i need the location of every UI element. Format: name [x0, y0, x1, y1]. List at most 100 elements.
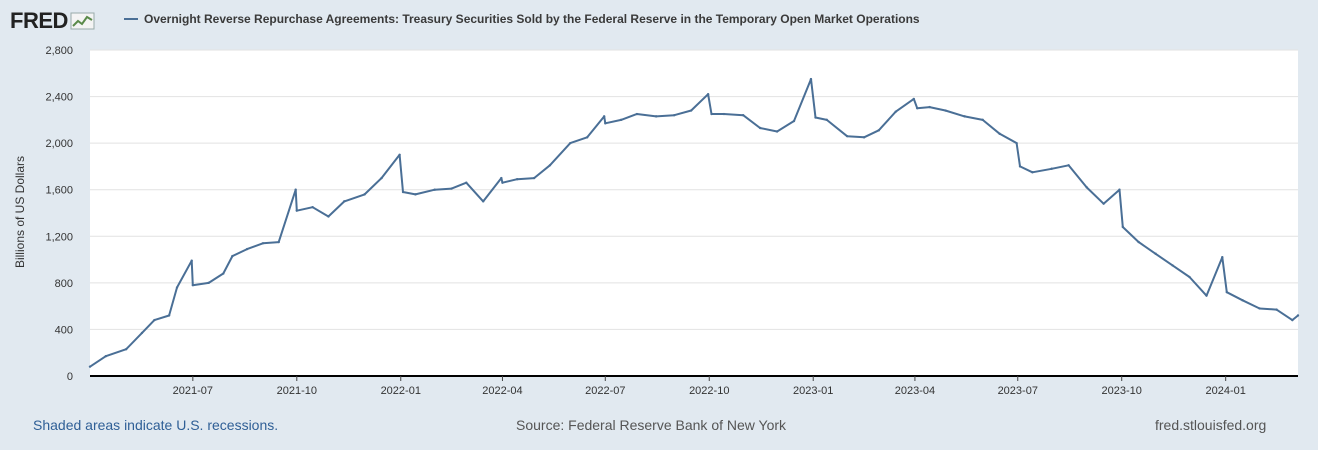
- data-point: [1221, 256, 1224, 259]
- data-point: [814, 116, 817, 119]
- data-point: [1154, 252, 1157, 255]
- data-point: [1067, 164, 1070, 167]
- x-tick-label: 2022-04: [482, 385, 522, 397]
- data-point: [1291, 318, 1294, 322]
- data-point: [1205, 294, 1208, 297]
- data-point: [619, 118, 623, 122]
- data-point: [140, 331, 144, 335]
- legend-entry: Overnight Reverse Repurchase Agreements:…: [124, 12, 920, 26]
- data-point: [1225, 290, 1229, 294]
- data-point: [604, 122, 607, 125]
- data-point: [153, 318, 156, 322]
- data-point: [414, 193, 417, 196]
- data-point: [363, 193, 366, 196]
- y-tick-label: 2,000: [45, 138, 73, 150]
- data-point: [1258, 307, 1261, 310]
- data-point: [532, 176, 536, 180]
- x-tick-label: 2022-01: [381, 385, 421, 397]
- data-point: [741, 114, 745, 117]
- y-tick-label: 1,200: [45, 231, 73, 243]
- data-point: [1121, 225, 1125, 229]
- data-point: [775, 130, 779, 133]
- data-point: [963, 115, 966, 118]
- data-point: [862, 136, 866, 139]
- y-tick-label: 0: [67, 371, 73, 383]
- data-point: [944, 109, 947, 112]
- x-tick-label: 2021-07: [173, 385, 213, 397]
- data-point: [515, 178, 519, 181]
- data-point: [894, 110, 897, 113]
- data-point: [191, 283, 195, 287]
- data-point: [231, 254, 234, 258]
- data-point: [343, 200, 346, 203]
- data-point: [311, 205, 314, 209]
- x-tick-label: 2022-07: [585, 385, 625, 397]
- data-point: [175, 286, 179, 289]
- x-tick-label: 2023-04: [895, 385, 935, 397]
- data-point: [1018, 165, 1022, 168]
- chart-title: Overnight Reverse Repurchase Agreements:…: [144, 12, 920, 26]
- data-point: [928, 105, 931, 109]
- recession-note: Shaded areas indicate U.S. recessions.: [33, 417, 279, 433]
- data-point: [433, 188, 436, 191]
- y-tick-label: 2,800: [45, 45, 73, 57]
- data-point: [1085, 186, 1088, 189]
- data-point: [104, 355, 108, 358]
- source-text: Source: Federal Reserve Bank of New York: [516, 417, 787, 433]
- data-point: [500, 176, 503, 180]
- data-point: [1241, 299, 1244, 302]
- data-point: [689, 109, 693, 112]
- data-point: [569, 141, 572, 145]
- data-point: [245, 247, 249, 251]
- data-point: [380, 176, 383, 180]
- data-point: [635, 112, 639, 116]
- data-point: [1188, 275, 1191, 279]
- data-point: [88, 365, 92, 368]
- data-point: [877, 129, 880, 132]
- data-point: [758, 126, 762, 130]
- x-tick-label: 2023-07: [998, 385, 1038, 397]
- data-point: [167, 314, 171, 317]
- data-point: [1296, 314, 1300, 317]
- data-point: [465, 181, 468, 184]
- data-point: [1050, 167, 1053, 170]
- data-point: [1031, 171, 1034, 174]
- data-point: [124, 348, 128, 351]
- data-point: [654, 115, 658, 118]
- data-point: [401, 190, 405, 194]
- data-point: [809, 77, 813, 81]
- data-point: [295, 209, 298, 212]
- fred-logo[interactable]: FRED: [10, 8, 96, 34]
- site-link[interactable]: fred.stlouisfed.org: [1155, 417, 1267, 433]
- data-point: [327, 215, 330, 218]
- fred-logo-text: FRED: [10, 8, 68, 33]
- x-tick-label: 2024-01: [1205, 385, 1245, 397]
- data-point: [548, 164, 552, 167]
- data-point: [710, 112, 713, 116]
- data-point: [207, 281, 210, 285]
- data-point: [222, 272, 225, 275]
- data-point: [845, 134, 849, 138]
- plot-area: [90, 50, 1298, 376]
- data-point: [1137, 240, 1140, 244]
- data-point: [190, 259, 193, 262]
- data-point: [261, 242, 265, 245]
- data-point: [482, 200, 485, 203]
- y-tick-label: 1,600: [45, 185, 73, 197]
- data-point: [1171, 264, 1174, 267]
- data-point: [277, 240, 280, 244]
- y-tick-label: 400: [55, 324, 73, 336]
- data-point: [450, 187, 453, 190]
- data-point: [294, 188, 297, 191]
- data-point: [998, 132, 1001, 136]
- y-tick-label: 2,400: [45, 92, 73, 104]
- data-point: [602, 115, 606, 118]
- data-point: [915, 107, 919, 110]
- data-point: [586, 136, 589, 139]
- data-point: [673, 114, 676, 117]
- data-point: [1102, 202, 1105, 205]
- data-point: [1275, 308, 1278, 311]
- x-tick-label: 2021-10: [277, 385, 317, 397]
- y-tick-label: 800: [55, 278, 73, 290]
- data-point: [792, 119, 796, 123]
